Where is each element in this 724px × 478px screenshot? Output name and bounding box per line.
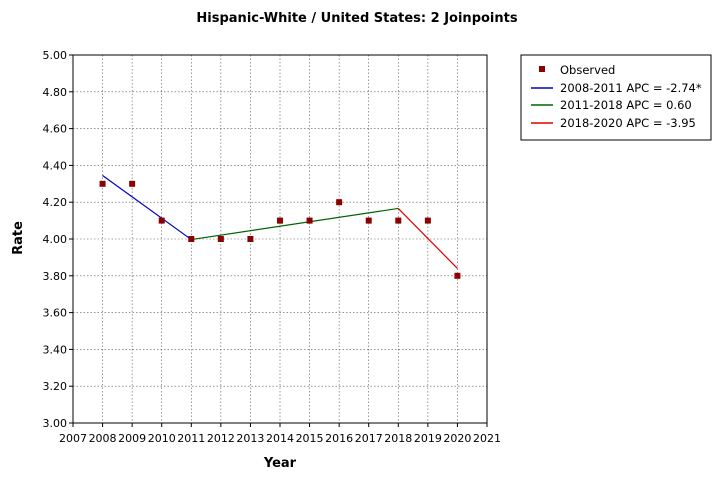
y-tick-label: 3.80 (43, 270, 68, 283)
observed-point (158, 217, 165, 224)
observed-point (365, 217, 372, 224)
observed-point (424, 217, 431, 224)
observed-points (99, 180, 461, 279)
y-tick-label: 4.80 (43, 86, 68, 99)
x-tick-label: 2021 (473, 432, 501, 445)
y-axis-title: Rate (11, 221, 26, 255)
x-tick-label: 2015 (296, 432, 324, 445)
x-tick-label: 2011 (177, 432, 205, 445)
y-tick-label: 3.00 (43, 417, 68, 430)
y-tick-label: 3.60 (43, 307, 68, 320)
grid (73, 55, 487, 423)
series-line-2 (191, 207, 399, 241)
x-tick-label: 2016 (325, 432, 353, 445)
series-line-1 (102, 175, 192, 241)
legend-series-1-label: 2008-2011 APC = -2.74* (560, 81, 702, 95)
series-line-3 (397, 208, 458, 269)
axis-ticks: 2007 2008 2009 2010 2011 2012 2013 2014 2015 2016… (43, 49, 502, 445)
y-tick-label: 4.20 (43, 196, 68, 209)
observed-point (277, 217, 283, 224)
observed-point (247, 236, 254, 242)
series-lines (102, 175, 458, 269)
x-tick-label: 2020 (443, 432, 471, 445)
x-tick-label: 2018 (384, 432, 412, 445)
chart-title: Hispanic-White / United States: 2 Joinpo… (196, 11, 517, 26)
x-tick-label: 2009 (118, 432, 146, 445)
observed-point (129, 180, 136, 187)
y-tick-label: 4.00 (43, 233, 68, 246)
x-tick-label: 2007 (59, 432, 87, 445)
x-axis-title: Year (263, 456, 297, 471)
x-tick-label: 2017 (355, 432, 383, 445)
observed-point (188, 236, 195, 242)
x-tick-label: 2014 (266, 432, 294, 445)
legend-observed-label: Observed (560, 63, 615, 77)
x-tick-label: 2012 (207, 432, 235, 445)
x-tick-label: 2013 (236, 432, 264, 445)
observed-point (217, 236, 224, 242)
legend: Observed 2008-2011 APC = -2.74* 2011-201… (520, 54, 712, 141)
observed-point (99, 180, 106, 187)
y-tick-label: 3.20 (43, 380, 68, 393)
observed-point (395, 217, 402, 224)
legend-box (520, 54, 712, 141)
legend-series-2-label: 2011-2018 APC = 0.60 (560, 98, 692, 112)
observed-point (454, 272, 461, 279)
legend-observed-marker (539, 66, 545, 72)
x-tick-label: 2019 (414, 432, 442, 445)
observed-point (306, 217, 313, 224)
x-tick-label: 2008 (89, 432, 117, 445)
legend-series-3-label: 2018-2020 APC = -3.95 (560, 116, 696, 130)
y-tick-label: 4.40 (43, 159, 68, 172)
y-tick-label: 3.40 (43, 343, 68, 356)
observed-point (336, 199, 343, 206)
y-tick-label: 4.60 (43, 123, 68, 136)
x-tick-label: 2010 (148, 432, 176, 445)
y-tick-label: 5.00 (43, 49, 68, 62)
